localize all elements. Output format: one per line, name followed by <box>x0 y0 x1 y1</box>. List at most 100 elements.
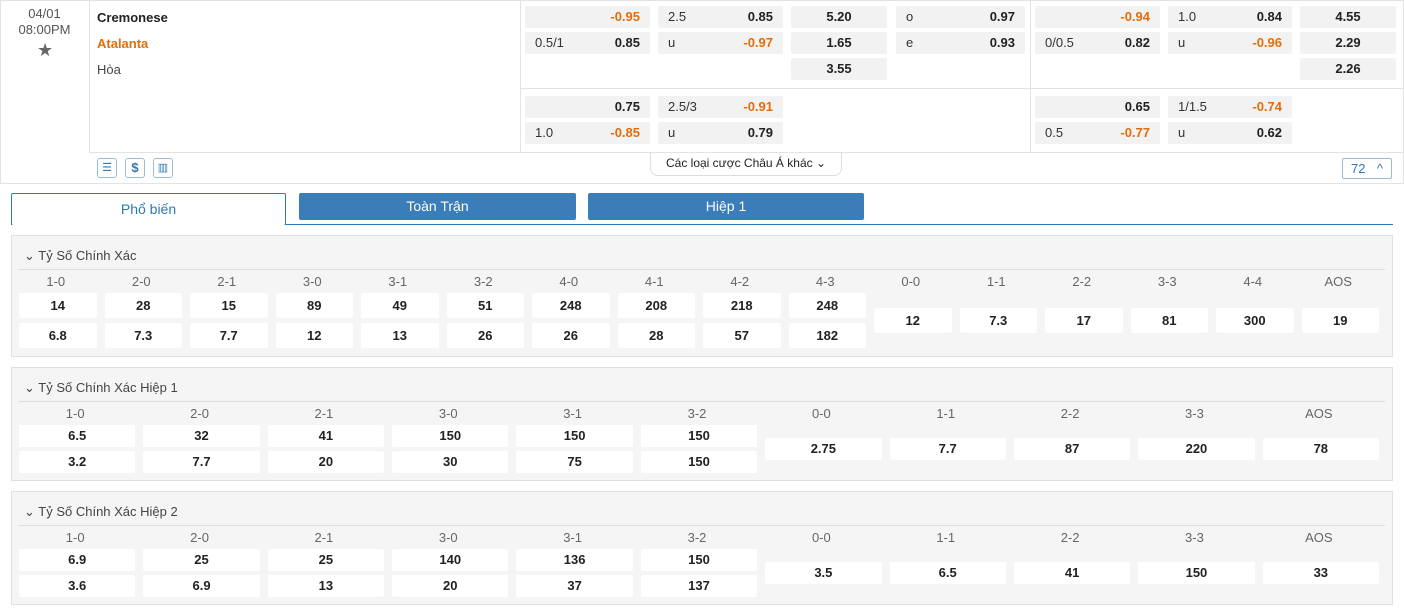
odds-cell[interactable]: 2.5 0.85 <box>658 6 783 28</box>
odds-cell[interactable]: 2.75 <box>765 438 882 460</box>
odds-cell[interactable]: 150 <box>640 549 758 571</box>
tab[interactable]: Toàn Trận <box>299 193 576 220</box>
odds-cell[interactable]: 28 <box>617 323 695 348</box>
odds-cell[interactable]: 2.26 <box>1300 58 1396 80</box>
odds-cell[interactable]: 150 <box>1138 562 1255 584</box>
odds-cell[interactable]: 30 <box>392 451 509 473</box>
divider <box>19 401 1385 402</box>
odds-cell[interactable]: 3.5 <box>765 562 882 584</box>
odds-cell[interactable]: 89 <box>275 293 353 318</box>
odds-cell[interactable]: 6.5 <box>19 425 136 447</box>
odds-cell[interactable]: 1.0 -0.85 <box>525 122 650 144</box>
odds-cell[interactable]: 12 <box>275 323 353 348</box>
score-label: 3-1 <box>563 406 583 421</box>
odds-cell[interactable]: e 0.93 <box>896 32 1025 54</box>
icon-button[interactable]: ▥ <box>153 158 173 178</box>
odds-cell[interactable]: 208 <box>617 293 695 318</box>
odds-cell[interactable]: 7.7 <box>190 323 268 348</box>
odds-cell[interactable]: 6.9 <box>19 549 136 571</box>
odds-cell[interactable]: 19 <box>1301 308 1379 333</box>
more-odds[interactable]: Các loại cược Châu Á khác ⌄ <box>650 152 842 176</box>
odds-cell[interactable]: 7.3 <box>959 308 1037 333</box>
odds-cell[interactable]: 2.5/3 -0.91 <box>658 96 783 118</box>
odds-cell[interactable]: 0.75 <box>525 96 650 118</box>
odds-cell[interactable]: 0/0.5 0.82 <box>1035 32 1160 54</box>
odds-cell[interactable]: 2.29 <box>1300 32 1396 54</box>
odds-cell[interactable]: 220 <box>1138 438 1255 460</box>
market-count[interactable]: 72 ^ <box>1342 158 1392 179</box>
odds-cell[interactable]: 75 <box>516 451 633 473</box>
odds-cell[interactable]: 7.3 <box>104 323 182 348</box>
odds-cell[interactable]: 7.7 <box>143 451 260 473</box>
odds-cell[interactable]: 0.65 <box>1035 96 1160 118</box>
odds-cell[interactable]: 150 <box>640 425 758 447</box>
odds-cell[interactable]: 4.55 <box>1300 6 1396 28</box>
odds-cell[interactable]: 3.6 <box>19 575 136 597</box>
odds-cell[interactable]: 15 <box>190 293 268 318</box>
odds-value: -0.95 <box>610 9 640 24</box>
icon-button[interactable]: $ <box>125 158 145 178</box>
odds-cell[interactable]: 6.5 <box>889 562 1006 584</box>
odds-cell[interactable]: 182 <box>788 323 866 348</box>
odds-cell[interactable]: 51 <box>446 293 524 318</box>
odds-cell[interactable]: 248 <box>532 293 610 318</box>
favorite-star[interactable]: ★ <box>37 40 54 60</box>
odds-cell[interactable]: 28 <box>104 293 182 318</box>
odds-cell[interactable]: 6.8 <box>19 323 97 348</box>
odds-cell[interactable]: 33 <box>1262 562 1379 584</box>
odds-cell[interactable]: 140 <box>392 549 509 571</box>
odds-cell[interactable]: 150 <box>516 425 633 447</box>
odds-cell[interactable]: 78 <box>1262 438 1379 460</box>
odds-cell[interactable]: 17 <box>1045 308 1123 333</box>
odds-cell[interactable]: u 0.79 <box>658 122 783 144</box>
odds-cell[interactable]: 5.20 <box>791 6 887 28</box>
odds-cell[interactable]: 12 <box>874 308 952 333</box>
odds-cell[interactable]: 1.0 0.84 <box>1168 6 1292 28</box>
odds-cell[interactable]: 7.7 <box>889 438 1006 460</box>
tab[interactable]: Hiệp 1 <box>588 193 864 220</box>
odds-cell[interactable]: 26 <box>532 323 610 348</box>
odds-cell[interactable]: 0.5/1 0.85 <box>525 32 650 54</box>
odds-cell[interactable]: 0.5 -0.77 <box>1035 122 1160 144</box>
odds-cell[interactable]: -0.94 <box>1035 6 1160 28</box>
odds-cell[interactable]: 1.65 <box>791 32 887 54</box>
odds-cell[interactable]: 137 <box>640 575 758 597</box>
odds-cell[interactable]: 26 <box>446 323 524 348</box>
odds-cell[interactable]: 25 <box>267 549 385 571</box>
odds-cell[interactable]: 41 <box>267 425 385 447</box>
odds-cell[interactable]: u -0.96 <box>1168 32 1292 54</box>
odds-cell[interactable]: -0.95 <box>525 6 650 28</box>
odds-line: 2.5 <box>668 9 687 24</box>
odds-cell[interactable]: 300 <box>1216 308 1294 333</box>
odds-cell[interactable]: 25 <box>143 549 260 571</box>
tab[interactable]: Phổ biến <box>11 193 286 225</box>
odds-cell[interactable]: 41 <box>1013 562 1131 584</box>
odds-cell[interactable]: 150 <box>392 425 509 447</box>
odds-cell[interactable]: 150 <box>640 451 758 473</box>
odds-value: -0.74 <box>1252 99 1282 114</box>
odds-cell[interactable]: 13 <box>361 323 439 348</box>
odds-cell[interactable]: o 0.97 <box>896 6 1025 28</box>
icon-button[interactable]: ☰ <box>97 158 117 178</box>
odds-cell[interactable]: 6.9 <box>143 575 260 597</box>
odds-cell[interactable]: u -0.97 <box>658 32 783 54</box>
odds-cell[interactable]: u 0.62 <box>1168 122 1292 144</box>
odds-cell[interactable]: 49 <box>361 293 439 318</box>
odds-cell[interactable]: 32 <box>143 425 260 447</box>
odds-cell[interactable]: 3.2 <box>19 451 136 473</box>
odds-cell[interactable]: 87 <box>1013 438 1131 460</box>
odds-cell[interactable]: 136 <box>516 549 633 571</box>
odds-cell[interactable]: 14 <box>19 293 97 318</box>
odds-cell[interactable]: 1/1.5 -0.74 <box>1168 96 1292 118</box>
odds-cell[interactable]: 13 <box>267 575 385 597</box>
odds-cell[interactable]: 20 <box>267 451 385 473</box>
odds-cell[interactable]: 37 <box>516 575 633 597</box>
odds-cell[interactable]: 3.55 <box>791 58 887 80</box>
odds-value: 0.85 <box>747 9 773 24</box>
odds-cell[interactable]: 248 <box>788 293 866 318</box>
odds-cell[interactable]: 20 <box>392 575 509 597</box>
odds-line: 1.0 <box>535 125 554 140</box>
odds-cell[interactable]: 57 <box>703 323 781 348</box>
odds-cell[interactable]: 81 <box>1130 308 1208 333</box>
odds-cell[interactable]: 218 <box>703 293 781 318</box>
